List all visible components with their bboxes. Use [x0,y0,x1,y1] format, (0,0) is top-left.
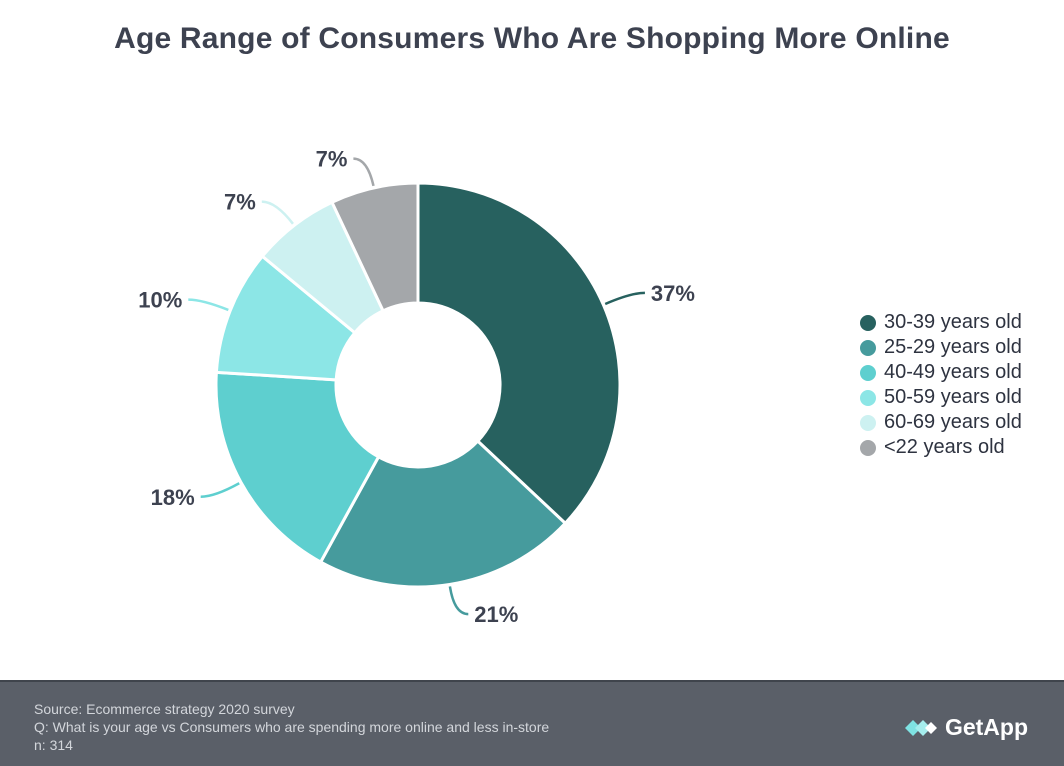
leader-line [188,298,229,312]
slice--22-years-old [329,181,420,313]
legend-swatch [860,414,876,431]
legend-swatch [860,339,876,356]
legend-item: 25-29 years old [860,335,1022,360]
data-label: 18% [151,485,195,510]
leader-line [261,200,294,225]
legend-swatch [860,389,876,406]
legend-label: 50-59 years old [884,386,1022,408]
legend-item: 40-49 years old [860,360,1022,385]
source-note: Source: Ecommerce strategy 2020 survey [34,701,295,717]
chart-title: Age Range of Consumers Who Are Shopping … [114,22,950,55]
legend-item: <22 years old [860,435,1022,460]
data-label: 7% [316,147,348,172]
legend-swatch [860,314,876,331]
legend-item: 30-39 years old [860,310,1022,335]
data-label: 21% [474,602,518,627]
data-label: 37% [651,281,695,306]
leader-line [353,157,375,187]
legend-label: 30-39 years old [884,311,1022,333]
legend-label: 25-29 years old [884,336,1022,358]
brand-name: GetApp [944,714,1028,740]
getapp-chevron-icon [904,719,937,736]
data-label: 10% [138,288,182,313]
question-note: Q: What is your age vs Consumers who are… [34,719,550,735]
getapp-logo: GetApp [904,714,1028,741]
legend-item: 50-59 years old [860,385,1022,410]
legend-label: 40-49 years old [884,361,1022,383]
leader-line [604,291,645,306]
chart-legend: 30-39 years old 25-29 years old 40-49 year… [860,310,1022,460]
legend-label: 60-69 years old [884,411,1022,433]
sample-size-note: n: 314 [34,737,73,753]
legend-swatch [860,364,876,381]
donut-chart: 37% 21% 18% 10% 7% 7% [138,147,695,628]
data-label: 7% [224,190,256,215]
slice-25-29-years-old [318,439,568,589]
footer: Source: Ecommerce strategy 2020 survey Q… [0,680,1064,766]
legend-label: <22 years old [884,436,1005,458]
legend-item: 60-69 years old [860,410,1022,435]
slice-40-49-years-old [214,370,381,565]
footer-notes: Source: Ecommerce strategy 2020 survey Q… [34,700,549,754]
legend-swatch [860,439,876,456]
leader-line [448,586,469,616]
leader-line [200,482,240,499]
slice-30-39-years-old [416,181,622,526]
